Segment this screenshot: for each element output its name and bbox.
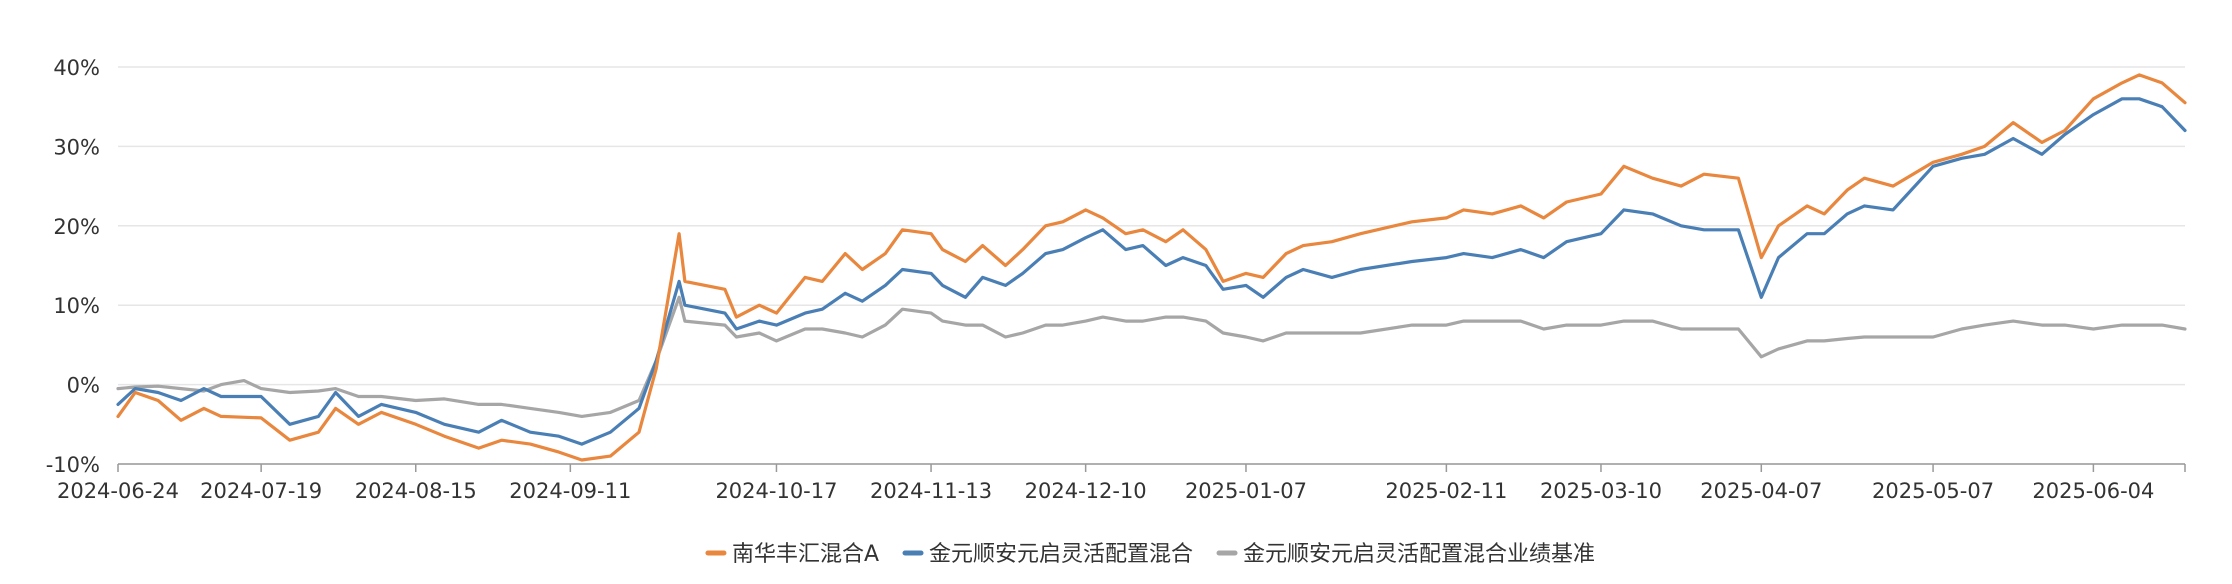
y-tick-label: -10% — [46, 453, 100, 477]
x-tick-label: 2024-06-24 — [57, 479, 179, 503]
legend-label: 金元顺安元启灵活配置混合 — [929, 542, 1193, 567]
x-tick-label: 2024-08-15 — [355, 479, 477, 503]
y-tick-label: 20% — [53, 215, 100, 239]
series-line-2 — [116, 97, 2187, 446]
x-tick-label: 2024-09-11 — [509, 479, 631, 503]
x-tick-label: 2025-06-04 — [2032, 479, 2154, 503]
legend: 南华丰汇混合A 金元顺安元启灵活配置混合 金元顺安元启灵活配置混合业绩基准 — [705, 542, 1595, 567]
series-line-1 — [116, 73, 2187, 462]
series-line-3 — [116, 295, 2187, 418]
x-tick-label: 2025-05-07 — [1872, 479, 1994, 503]
y-tick-label: 30% — [53, 135, 100, 159]
x-tick-label: 2025-03-10 — [1540, 479, 1662, 503]
legend-label: 南华丰汇混合A — [732, 542, 879, 567]
y-tick-label: 10% — [53, 294, 100, 318]
x-tick-label: 2024-10-17 — [715, 479, 837, 503]
y-tick-label: 40% — [53, 56, 100, 80]
legend-label: 金元顺安元启灵活配置混合业绩基准 — [1243, 542, 1595, 567]
y-axis: -10% 0% 10% 20% 30% 40% — [46, 56, 100, 477]
x-tick-label: 2024-11-13 — [870, 479, 992, 503]
x-tick-label: 2025-02-11 — [1385, 479, 1507, 503]
x-axis: 2024-06-24 2024-07-19 2024-08-15 2024-09-11… — [57, 463, 2186, 503]
gridlines — [118, 66, 2185, 465]
y-tick-label: 0% — [67, 374, 100, 398]
series-lines — [116, 73, 2187, 462]
x-tick-label: 2025-01-07 — [1185, 479, 1307, 503]
x-tick-label: 2025-04-07 — [1700, 479, 1822, 503]
x-tick-label: 2024-07-19 — [200, 479, 322, 503]
x-tick-label: 2024-12-10 — [1025, 479, 1147, 503]
